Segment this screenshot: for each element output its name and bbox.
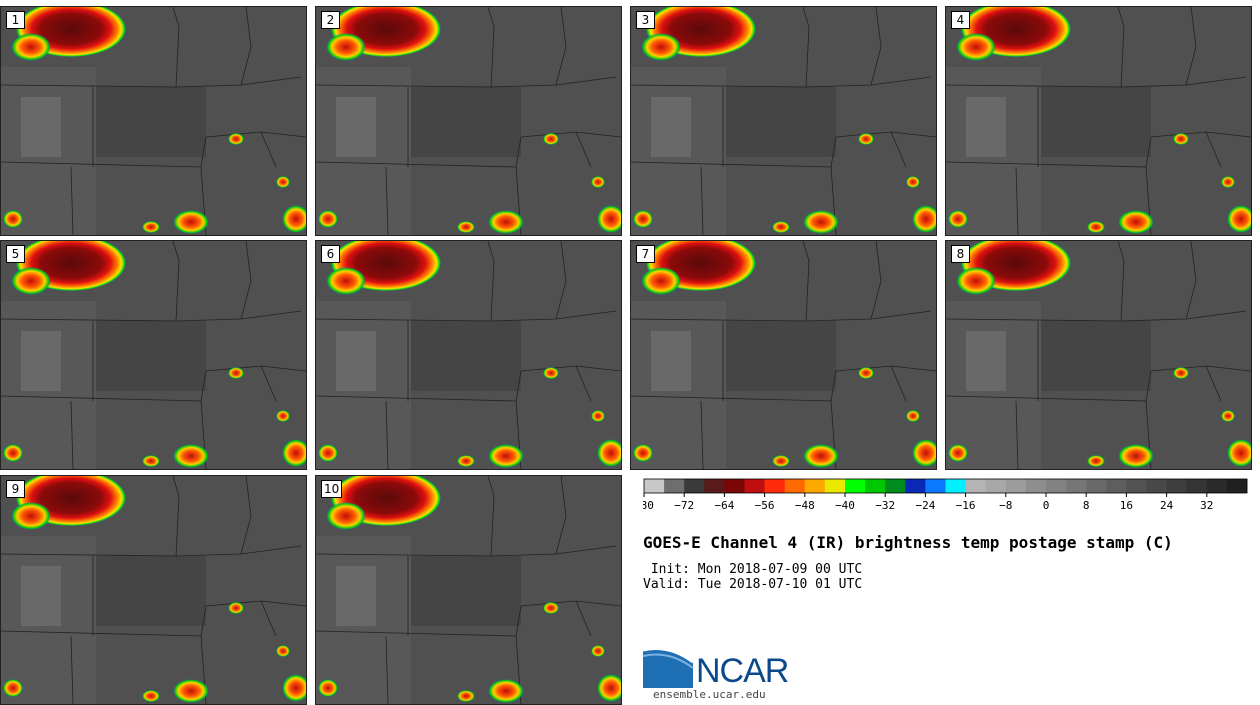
colorbar-bin (804, 479, 826, 493)
colorbar-tick-label: 0 (1043, 499, 1050, 512)
colorbar-tick-label: −32 (875, 499, 895, 512)
colorbar-bin (664, 479, 685, 493)
ensemble-member-panel: 7 (630, 240, 937, 470)
colorbar-tick-label: −16 (956, 499, 976, 512)
colorbar-tick-label: −40 (835, 499, 855, 512)
colorbar-tick-label: −48 (795, 499, 815, 512)
init-time-label: Init: Mon 2018-07-09 00 UTC (643, 562, 863, 577)
colorbar-bin (1046, 479, 1067, 493)
ensemble-member-panel: 1 (0, 6, 307, 236)
ensemble-member-panel: 4 (945, 6, 1252, 236)
colorbar-bin (704, 479, 725, 493)
member-number-label: 7 (636, 245, 655, 263)
colorbar-bin (744, 479, 765, 493)
ncar-logo-icon (643, 647, 694, 688)
colorbar-bin (764, 479, 785, 493)
colorbar-bin (1005, 479, 1027, 493)
ensemble-member-panel: 9 (0, 475, 307, 705)
colorbar-bin (925, 479, 946, 493)
member-number-label: 3 (636, 11, 655, 29)
member-number-label: 6 (321, 245, 340, 263)
ncar-logo-text: NCAR (696, 652, 789, 690)
colorbar-tick-label: −80 (643, 499, 654, 512)
colorbar-bin (1066, 479, 1087, 493)
colorbar-bin (784, 479, 806, 493)
member-number-label: 4 (951, 11, 970, 29)
member-number-label: 8 (951, 245, 970, 263)
ensemble-member-panel: 8 (945, 240, 1252, 470)
member-number-label: 5 (6, 245, 25, 263)
ensemble-member-panel: 10 (315, 475, 622, 705)
colorbar-bin (684, 479, 705, 493)
chart-title: GOES-E Channel 4 (IR) brightness temp po… (643, 533, 1173, 552)
colorbar-tick-label: −72 (674, 499, 694, 512)
colorbar-bin (724, 479, 745, 493)
colorbar-bin (1186, 479, 1208, 493)
ensemble-member-panel: 2 (315, 6, 622, 236)
colorbar-bin (644, 479, 665, 493)
colorbar-bin (1166, 479, 1187, 493)
colorbar-tick-label: 32 (1200, 499, 1213, 512)
colorbar-bin (1206, 479, 1228, 493)
colorbar-tick-label: −24 (915, 499, 935, 512)
colorbar-bin (1226, 479, 1248, 493)
colorbar-tick-label: −56 (755, 499, 775, 512)
ensemble-member-panel: 3 (630, 6, 937, 236)
valid-time-label: Valid: Tue 2018-07-10 01 UTC (643, 577, 863, 592)
colorbar-bin (885, 479, 906, 493)
colorbar-bin (865, 479, 886, 493)
ensemble-member-panel: 6 (315, 240, 622, 470)
colorbar-bin (945, 479, 966, 493)
member-number-label: 2 (321, 11, 340, 29)
colorbar-tick-label: 8 (1083, 499, 1090, 512)
colorbar-bin (1106, 479, 1127, 493)
colorbar-bin (1126, 479, 1147, 493)
ensemble-url: ensemble.ucar.edu (653, 688, 766, 701)
ensemble-member-panel: 5 (0, 240, 307, 470)
colorbar-bin (1146, 479, 1167, 493)
member-number-label: 1 (6, 11, 25, 29)
colorbar-bin (1025, 479, 1047, 493)
colorbar-bin (1086, 479, 1107, 493)
member-number-label: 10 (321, 480, 343, 498)
colorbar-bin (824, 479, 846, 493)
colorbar-tick-label: 24 (1160, 499, 1174, 512)
colorbar-bin (985, 479, 1007, 493)
colorbar-tick-label: −64 (714, 499, 734, 512)
colorbar-bin (965, 479, 986, 493)
colorbar-tick-label: −8 (999, 499, 1012, 512)
colorbar-tick-label: 16 (1120, 499, 1133, 512)
colorbar-bin (845, 479, 866, 493)
member-number-label: 9 (6, 480, 25, 498)
colorbar-bin (905, 479, 926, 493)
